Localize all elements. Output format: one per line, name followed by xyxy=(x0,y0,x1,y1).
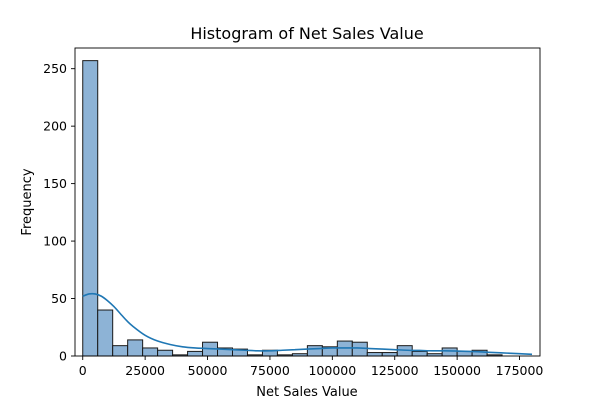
y-tick-label: 200 xyxy=(43,119,67,134)
kde-curve xyxy=(82,292,533,356)
x-tick-label: 75000 xyxy=(250,363,290,378)
y-tick-label: 50 xyxy=(51,291,67,306)
histogram-bar xyxy=(366,352,383,357)
plot-area xyxy=(74,47,541,357)
y-tick-label: 0 xyxy=(59,349,67,364)
x-tick-label: 100000 xyxy=(308,363,356,378)
y-tick-label: 150 xyxy=(43,176,67,191)
histogram-bar xyxy=(441,347,458,357)
x-tick-label: 125000 xyxy=(371,363,419,378)
y-axis: 0 50 100 150 200 250 xyxy=(43,61,75,364)
histogram-bar xyxy=(306,345,323,357)
y-tick-label: 100 xyxy=(43,234,67,249)
histogram-bar xyxy=(157,349,174,357)
x-tick-label: 0 xyxy=(79,363,87,378)
x-axis: 0 25000 50000 75000 100000 125000 150000 175000 xyxy=(79,356,544,378)
chart-title: Histogram of Net Sales Value xyxy=(190,24,423,43)
y-axis-label: Frequency xyxy=(20,168,35,235)
histogram-bar xyxy=(381,352,398,357)
histogram-bar xyxy=(112,345,129,357)
histogram-bar xyxy=(351,341,368,357)
histogram-bar xyxy=(187,350,204,357)
x-tick-label: 25000 xyxy=(125,363,165,378)
x-axis-label: Net Sales Value xyxy=(256,385,357,400)
histogram-bar xyxy=(411,350,428,357)
x-tick-label: 175000 xyxy=(496,363,544,378)
histogram-bar xyxy=(97,309,114,357)
x-tick-label: 50000 xyxy=(188,363,228,378)
y-tick-label: 250 xyxy=(43,61,67,76)
histogram-bar xyxy=(127,339,144,357)
x-tick-label: 150000 xyxy=(433,363,481,378)
histogram-bar xyxy=(142,347,159,357)
histogram-bar xyxy=(82,60,99,357)
plot-frame xyxy=(74,47,541,357)
